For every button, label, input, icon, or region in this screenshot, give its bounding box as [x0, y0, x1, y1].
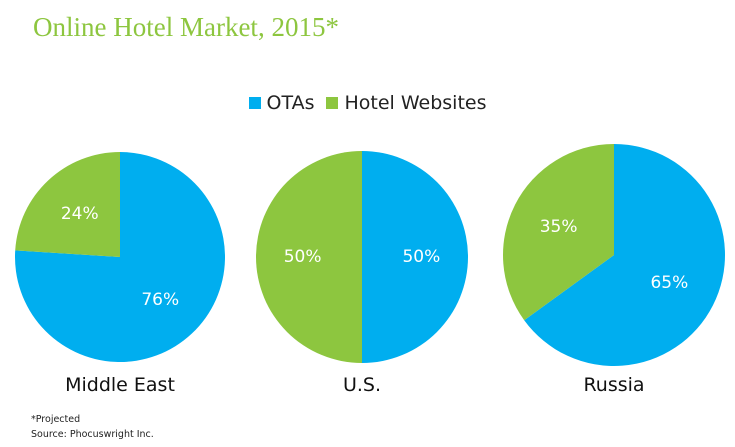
pie-slice-russia-otas: [524, 144, 725, 367]
legend-label-otas: OTAs: [266, 92, 315, 114]
pie-slice-middle-east-hotel-websites: [15, 152, 121, 257]
chart-title: Online Hotel Market, 2015*: [33, 12, 339, 42]
pie-us: 50% 50%: [256, 151, 468, 363]
pie-middle-east: 76% 24%: [15, 152, 226, 362]
footnote-source: Source: Phocuswright Inc.: [31, 429, 154, 440]
legend-swatch-hotel-websites: [326, 97, 339, 109]
pie-label-russia-otas: 65%: [650, 273, 688, 293]
legend-item-otas: OTAs: [248, 92, 315, 114]
pie-label-middle-east-hotel-websites: 24%: [61, 204, 99, 224]
footnote-projected: *Projected: [31, 414, 81, 425]
pie-label-u-s-hotel-websites: 50%: [284, 247, 322, 267]
pie-label-middle-east-otas: 76%: [141, 290, 179, 310]
pie-russia: 65% 35%: [503, 144, 725, 367]
pie-slice-u-s-otas: [362, 151, 468, 363]
legend-item-hotel-websites: Hotel Websites: [326, 92, 487, 114]
pie-label-russia-hotel-websites: 35%: [540, 217, 578, 237]
pie-slice-middle-east-otas: [15, 152, 226, 362]
pie-caption-middle-east: Middle East: [65, 374, 175, 396]
pie-slice-u-s-hotel-websites: [256, 151, 362, 363]
pie-slice-russia-hotel-websites: [503, 144, 614, 321]
pie-caption-russia: Russia: [583, 374, 645, 396]
pie-caption-us: U.S.: [342, 374, 382, 396]
legend-label-hotel-websites: Hotel Websites: [344, 92, 487, 114]
legend: OTAs Hotel Websites: [0, 92, 735, 114]
legend-swatch-otas: [248, 97, 261, 109]
pie-label-u-s-otas: 50%: [402, 247, 440, 267]
